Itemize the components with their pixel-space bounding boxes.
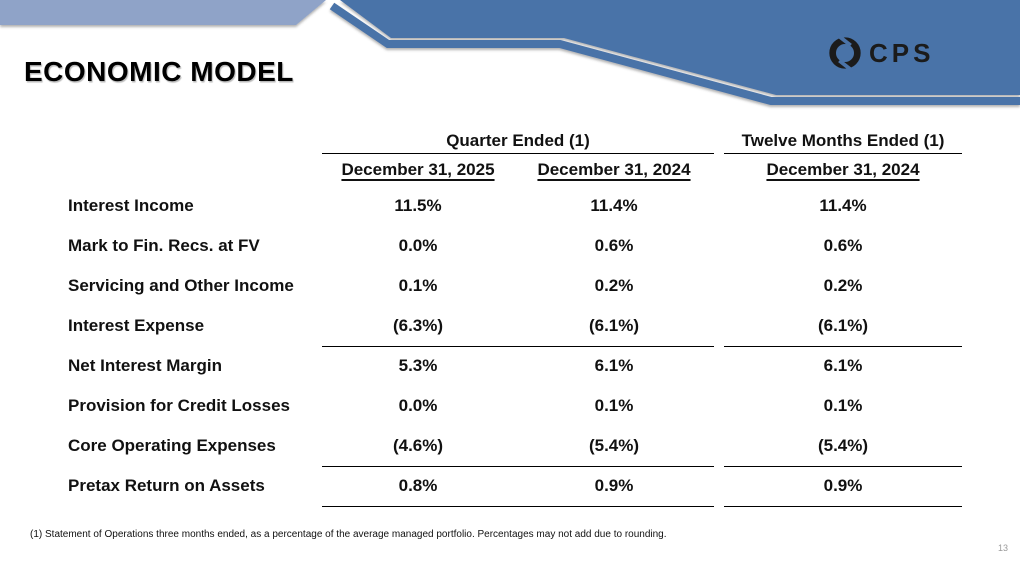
row-value: 0.0% xyxy=(398,236,438,255)
cps-swirl-icon xyxy=(829,34,861,72)
row-value: 0.0% xyxy=(398,396,438,415)
row-value: 5.3% xyxy=(398,356,438,375)
group-header-row: Quarter Ended (1) Twelve Months Ended (1… xyxy=(68,130,962,154)
table-row-interest-income: Interest Income 11.5% 11.4% 11.4% xyxy=(68,186,962,226)
economic-model-table: Quarter Ended (1) Twelve Months Ended (1… xyxy=(68,130,962,507)
row-value: (5.4%) xyxy=(514,426,714,467)
row-value: (6.1%) xyxy=(724,306,962,347)
row-value: 0.6% xyxy=(823,236,863,255)
row-value: 0.9% xyxy=(514,466,714,507)
row-value: 11.4% xyxy=(819,196,867,215)
page-title: ECONOMIC MODEL xyxy=(24,56,294,87)
row-value: 0.1% xyxy=(398,276,438,295)
footnote: (1) Statement of Operations three months… xyxy=(30,529,667,540)
row-label: Core Operating Expenses xyxy=(68,436,276,455)
row-value: 0.6% xyxy=(594,236,634,255)
row-value: 0.9% xyxy=(724,466,962,507)
row-label: Mark to Fin. Recs. at FV xyxy=(68,236,260,255)
table-row-servicing-income: Servicing and Other Income 0.1% 0.2% 0.2… xyxy=(68,266,962,306)
column-header-dec-2024-ttm: December 31, 2024 xyxy=(766,160,920,179)
group-header-twelve-months: Twelve Months Ended (1) xyxy=(724,130,962,154)
row-label: Provision for Credit Losses xyxy=(68,396,290,415)
table-row-pretax-return-on-assets: Pretax Return on Assets 0.8% 0.9% 0.9% xyxy=(68,466,962,507)
row-value: 11.4% xyxy=(590,196,638,215)
row-value: 0.2% xyxy=(823,276,863,295)
column-header-dec-2024-q: December 31, 2024 xyxy=(537,160,691,179)
row-value: 11.5% xyxy=(394,196,442,215)
table-row-provision-credit-losses: Provision for Credit Losses 0.0% 0.1% 0.… xyxy=(68,386,962,426)
row-label: Interest Income xyxy=(68,196,194,215)
row-value: (6.1%) xyxy=(514,306,714,347)
row-value: 0.1% xyxy=(823,396,863,415)
row-value: (5.4%) xyxy=(724,426,962,467)
row-value: 6.1% xyxy=(594,356,634,375)
top-band-light xyxy=(0,0,326,25)
row-label: Net Interest Margin xyxy=(68,356,222,375)
cps-logo-text: CPS xyxy=(869,37,935,68)
table-row-mark-to-fv: Mark to Fin. Recs. at FV 0.0% 0.6% 0.6% xyxy=(68,226,962,266)
row-label: Pretax Return on Assets xyxy=(68,476,265,495)
row-value: 0.2% xyxy=(594,276,634,295)
column-header-row: December 31, 2025 December 31, 2024 Dece… xyxy=(68,154,962,186)
table-row-core-operating-expenses: Core Operating Expenses (4.6%) (5.4%) (5… xyxy=(68,426,962,467)
row-value: (6.3%) xyxy=(322,306,514,347)
row-value: 6.1% xyxy=(823,356,863,375)
company-logo: CPS xyxy=(826,34,934,72)
page-number: 13 xyxy=(997,543,1008,553)
column-header-dec-2025: December 31, 2025 xyxy=(341,160,495,179)
header-ribbon xyxy=(329,2,1020,105)
table-row-interest-expense: Interest Expense (6.3%) (6.1%) (6.1%) xyxy=(68,306,962,347)
row-value: 0.8% xyxy=(322,466,514,507)
group-header-quarter: Quarter Ended (1) xyxy=(322,130,714,154)
table-row-net-interest-margin: Net Interest Margin 5.3% 6.1% 6.1% xyxy=(68,346,962,386)
row-label: Interest Expense xyxy=(68,316,205,335)
row-value: (4.6%) xyxy=(322,426,514,467)
row-label: Servicing and Other Income xyxy=(68,276,294,295)
row-value: 0.1% xyxy=(594,396,634,415)
